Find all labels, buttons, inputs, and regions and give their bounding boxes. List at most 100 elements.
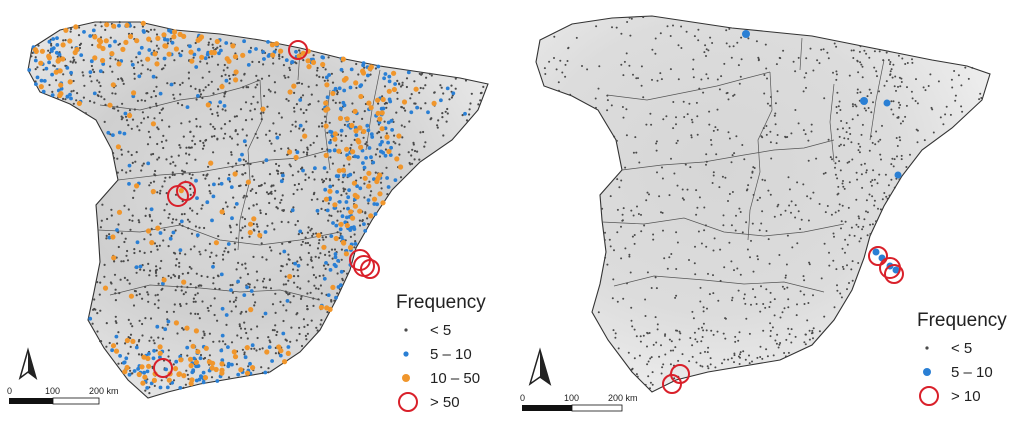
point-marker	[203, 356, 207, 360]
point-marker	[113, 107, 116, 110]
point-marker	[631, 235, 634, 238]
point-marker	[468, 113, 471, 116]
point-marker	[857, 225, 860, 228]
point-marker	[198, 88, 201, 91]
point-marker	[196, 212, 199, 215]
point-marker	[707, 77, 710, 80]
point-marker	[317, 100, 320, 103]
point-marker	[149, 181, 152, 184]
point-marker	[208, 184, 211, 187]
point-marker	[850, 49, 853, 52]
point-marker	[323, 187, 328, 192]
point-marker	[210, 360, 216, 366]
point-marker	[114, 299, 117, 302]
point-marker	[253, 286, 256, 289]
point-marker	[350, 215, 356, 221]
point-marker	[160, 259, 163, 263]
point-marker	[320, 61, 326, 68]
point-marker	[210, 135, 214, 138]
point-marker	[123, 111, 128, 116]
point-marker	[342, 190, 345, 193]
point-marker	[215, 254, 218, 257]
point-marker	[224, 313, 229, 317]
point-marker	[954, 94, 957, 97]
point-marker	[99, 309, 102, 312]
point-marker	[241, 128, 244, 131]
point-marker	[292, 268, 295, 271]
point-marker	[845, 122, 848, 124]
point-marker	[620, 63, 623, 66]
point-marker	[781, 285, 784, 288]
point-marker	[329, 156, 332, 159]
point-marker	[450, 84, 453, 87]
point-marker	[270, 52, 276, 58]
point-marker	[575, 36, 578, 39]
point-marker	[241, 173, 244, 176]
point-marker	[298, 98, 303, 102]
point-marker	[890, 163, 893, 166]
point-marker	[149, 136, 152, 139]
point-marker	[857, 215, 860, 218]
point-marker	[353, 246, 356, 249]
point-marker	[233, 77, 239, 83]
point-marker	[165, 139, 168, 142]
point-marker	[209, 365, 215, 371]
point-marker	[846, 264, 848, 267]
point-marker	[289, 301, 292, 304]
point-marker	[281, 242, 284, 245]
point-marker	[714, 126, 717, 129]
point-marker	[361, 128, 367, 135]
point-marker	[349, 122, 355, 129]
point-marker	[120, 46, 126, 53]
point-marker	[848, 74, 851, 77]
point-marker	[281, 194, 284, 197]
point-marker	[768, 262, 771, 265]
point-marker	[896, 116, 899, 119]
scale-tick-100: 100	[564, 393, 579, 403]
point-marker	[65, 66, 70, 70]
point-marker	[172, 251, 176, 254]
point-marker	[470, 92, 473, 95]
point-marker	[229, 284, 232, 287]
point-marker	[133, 26, 136, 29]
point-marker	[127, 112, 133, 119]
point-marker	[55, 58, 61, 64]
point-marker	[408, 120, 411, 123]
point-marker	[784, 209, 787, 212]
point-marker	[720, 75, 723, 78]
point-marker	[194, 178, 198, 183]
point-marker	[882, 59, 885, 62]
point-marker	[349, 147, 352, 150]
point-marker	[219, 84, 225, 90]
point-marker	[263, 277, 266, 280]
point-marker	[738, 331, 741, 334]
point-marker	[861, 76, 864, 79]
point-marker	[338, 288, 341, 291]
point-marker	[295, 103, 298, 106]
point-marker	[155, 102, 158, 105]
point-marker	[142, 269, 146, 272]
point-marker	[662, 363, 665, 366]
point-marker	[263, 311, 268, 316]
point-marker	[724, 337, 727, 340]
point-marker	[50, 42, 53, 46]
point-marker	[878, 90, 880, 93]
point-marker	[145, 92, 148, 95]
point-marker	[769, 301, 772, 304]
legend-title: Frequency	[917, 310, 1007, 331]
point-marker	[779, 342, 782, 344]
point-marker	[745, 221, 748, 224]
point-marker	[859, 91, 862, 94]
point-marker	[152, 90, 156, 93]
point-marker	[386, 148, 392, 155]
point-marker	[691, 310, 694, 313]
point-marker	[146, 36, 152, 42]
point-marker	[779, 57, 782, 60]
point-marker	[705, 73, 708, 76]
point-marker	[674, 296, 677, 299]
point-marker	[280, 147, 283, 150]
point-marker	[179, 93, 182, 96]
point-marker	[34, 80, 37, 83]
point-marker	[611, 26, 613, 29]
point-marker	[841, 265, 844, 268]
